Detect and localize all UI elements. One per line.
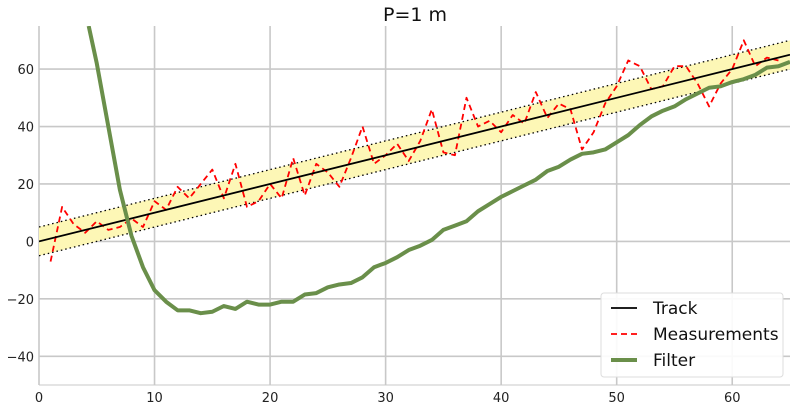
x-tick-label: 40	[493, 391, 510, 406]
series-track-line	[39, 53, 790, 243]
x-tick-label: 20	[262, 391, 279, 406]
y-tick-label: −20	[7, 293, 34, 308]
legend-label-filter: Filter	[653, 351, 695, 371]
x-tick-label: 30	[377, 391, 394, 406]
series-measurements-line	[49, 39, 779, 262]
band-lower-line	[39, 68, 790, 257]
band-upper-line	[39, 39, 790, 228]
y-tick-label: 60	[17, 63, 34, 78]
y-tick-label: 20	[17, 178, 34, 193]
x-tick-label: 0	[35, 391, 43, 406]
chart-title: P=1 m	[383, 4, 447, 26]
x-tick-label: 10	[146, 391, 163, 406]
legend: Track Measurements Filter	[600, 292, 784, 378]
series-layer	[39, 26, 790, 316]
legend-box	[600, 292, 784, 378]
x-tick-label: 50	[608, 391, 625, 406]
series-filter-line	[86, 26, 790, 316]
axes: 0 10 20 30 40 50 60 −40 −20 0 20 40 60	[7, 63, 790, 406]
x-tick-label: 60	[724, 391, 741, 406]
legend-label-track: Track	[652, 299, 698, 319]
y-tick-label: −40	[7, 350, 34, 365]
y-tick-label: 40	[17, 121, 34, 136]
y-tick-label: 0	[26, 235, 34, 250]
legend-label-measurements: Measurements	[653, 325, 779, 345]
